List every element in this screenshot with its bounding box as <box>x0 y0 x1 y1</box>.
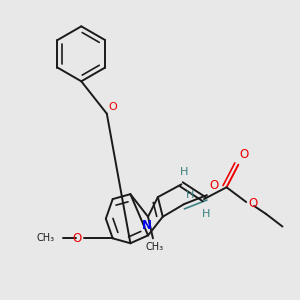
Text: H: H <box>202 209 210 219</box>
Text: O: O <box>210 179 219 192</box>
Text: O: O <box>239 148 249 161</box>
Text: CH₃: CH₃ <box>37 233 55 243</box>
Text: H: H <box>180 167 188 176</box>
Text: O: O <box>109 102 118 112</box>
Text: CH₃: CH₃ <box>146 242 164 252</box>
Text: N: N <box>142 219 152 232</box>
Text: O: O <box>72 232 81 245</box>
Text: H: H <box>186 190 195 200</box>
Text: O: O <box>248 196 257 209</box>
